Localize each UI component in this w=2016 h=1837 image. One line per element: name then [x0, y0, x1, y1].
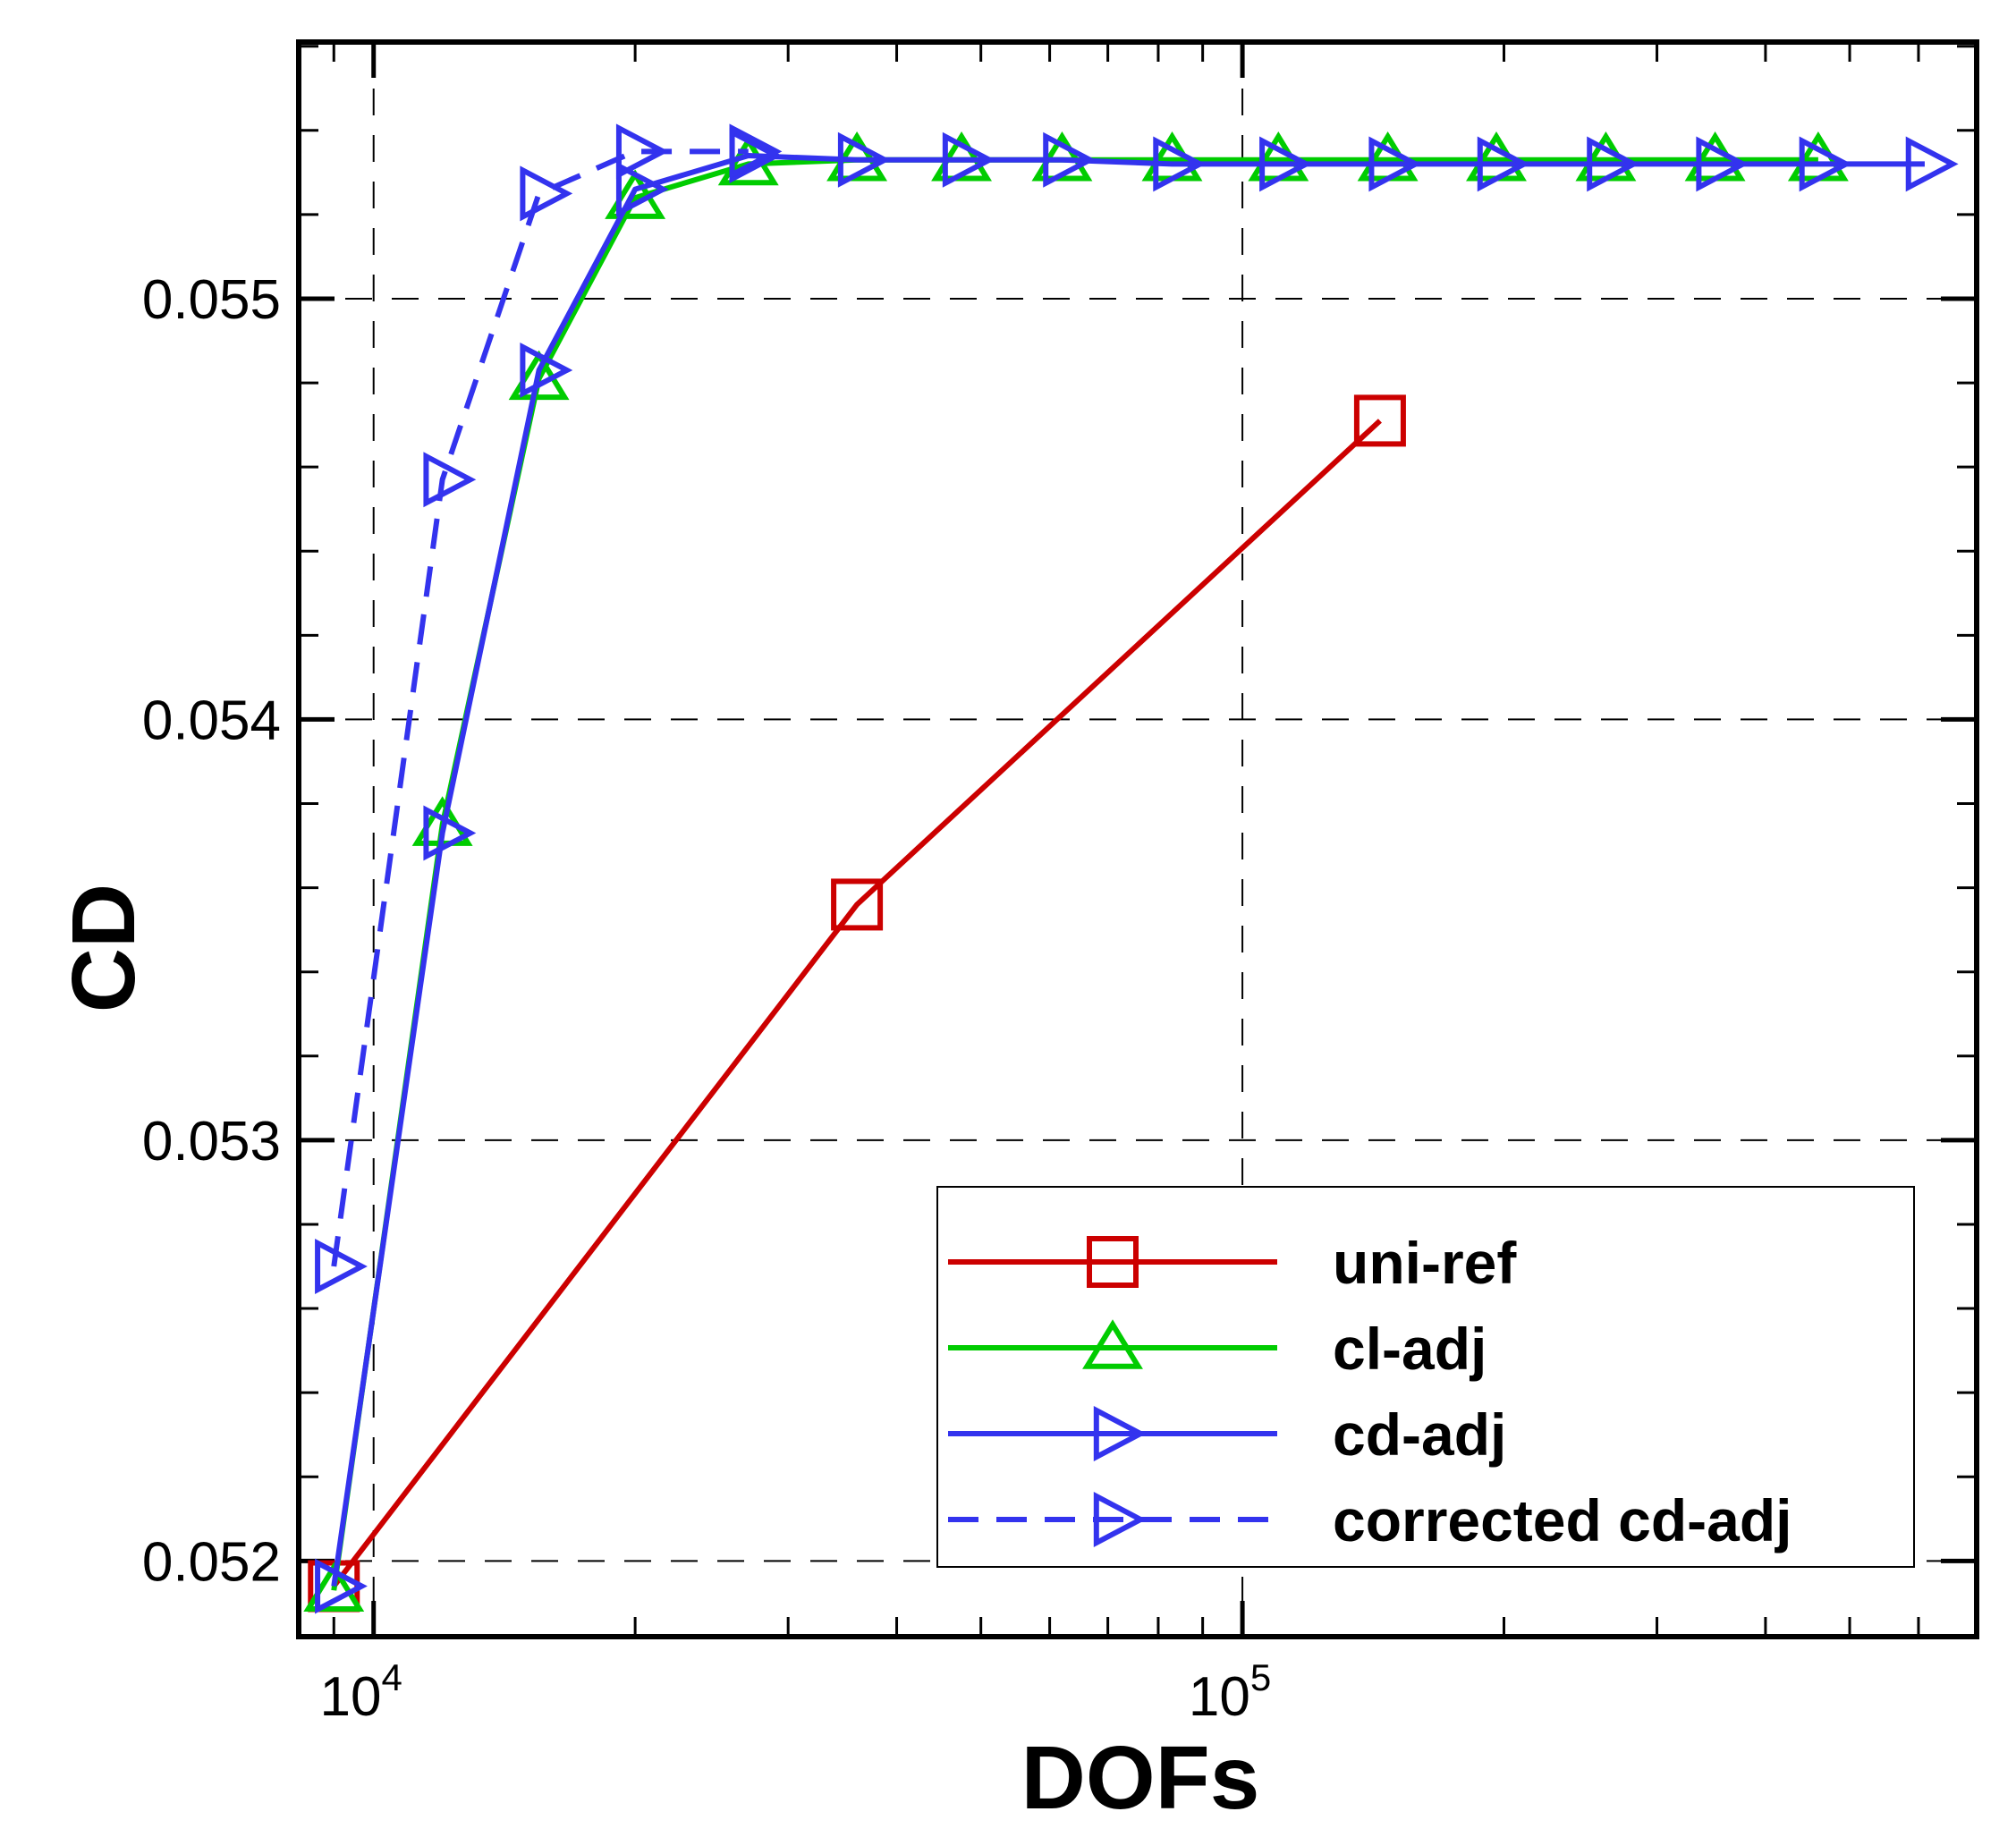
series-layer	[303, 123, 1959, 1614]
data-point	[615, 161, 669, 217]
legend-marker	[1093, 1406, 1147, 1461]
data-point	[1153, 136, 1207, 192]
data-point	[520, 342, 573, 398]
data-point	[303, 1562, 365, 1613]
legend-label: corrected cd-adj	[1333, 1487, 1792, 1553]
data-point	[1043, 131, 1097, 188]
data-point	[1477, 136, 1530, 192]
data-point	[423, 805, 477, 861]
data-point	[1799, 136, 1852, 192]
legend-label: cd-adj	[1333, 1401, 1506, 1468]
y-tick-label: 0.055	[142, 269, 281, 331]
data-point	[520, 165, 573, 222]
legend-marker	[1093, 1492, 1147, 1547]
legend-entry: cd-adj	[948, 1401, 1506, 1468]
series-corrected-cd-adj	[315, 123, 783, 1294]
series-cd-adj	[315, 128, 1959, 1614]
legend-marker	[1087, 1236, 1139, 1288]
data-point	[1353, 394, 1406, 447]
y-tick-label: 0.053	[142, 1111, 281, 1172]
data-point	[1587, 136, 1640, 192]
x-tick-label: 104	[320, 1656, 402, 1728]
data-point	[1368, 136, 1422, 192]
legend-label: cl-adj	[1333, 1316, 1487, 1382]
legend-entry: cl-adj	[948, 1316, 1487, 1382]
data-point	[942, 131, 995, 188]
x-axis-title: DOFs	[1021, 1728, 1260, 1828]
x-tick-label: 105	[1189, 1656, 1271, 1728]
legend: uni-ref cl-adj cd-adj corrected cd-adj	[936, 1186, 1915, 1568]
data-point	[1905, 136, 1959, 192]
y-tick-labels: 0.052 0.053 0.054 0.055	[142, 269, 281, 1593]
series-line	[331, 419, 1382, 1588]
data-point	[315, 1239, 368, 1294]
legend-marker	[1082, 1319, 1143, 1369]
legend-entry: corrected cd-adj	[948, 1487, 1792, 1553]
data-point	[615, 123, 669, 180]
minor-ticks	[299, 42, 1978, 1637]
legend-box	[936, 1186, 1915, 1568]
data-point	[315, 1558, 368, 1614]
y-tick-label: 0.052	[142, 1531, 281, 1593]
series-line	[331, 153, 1925, 1587]
data-point	[1696, 136, 1749, 192]
data-point	[831, 878, 884, 931]
data-point	[423, 452, 477, 508]
plot-frame	[296, 39, 1979, 1639]
data-point	[837, 131, 891, 188]
major-ticks	[299, 42, 1977, 1637]
legend-label: uni-ref	[1333, 1230, 1517, 1296]
legend-entry: uni-ref	[948, 1230, 1517, 1296]
y-axis-title: CD	[54, 884, 154, 1012]
x-tick-labels: 104 105	[320, 1656, 1272, 1728]
data-point	[1259, 136, 1312, 192]
y-tick-label: 0.054	[142, 690, 281, 751]
data-point	[729, 123, 783, 180]
